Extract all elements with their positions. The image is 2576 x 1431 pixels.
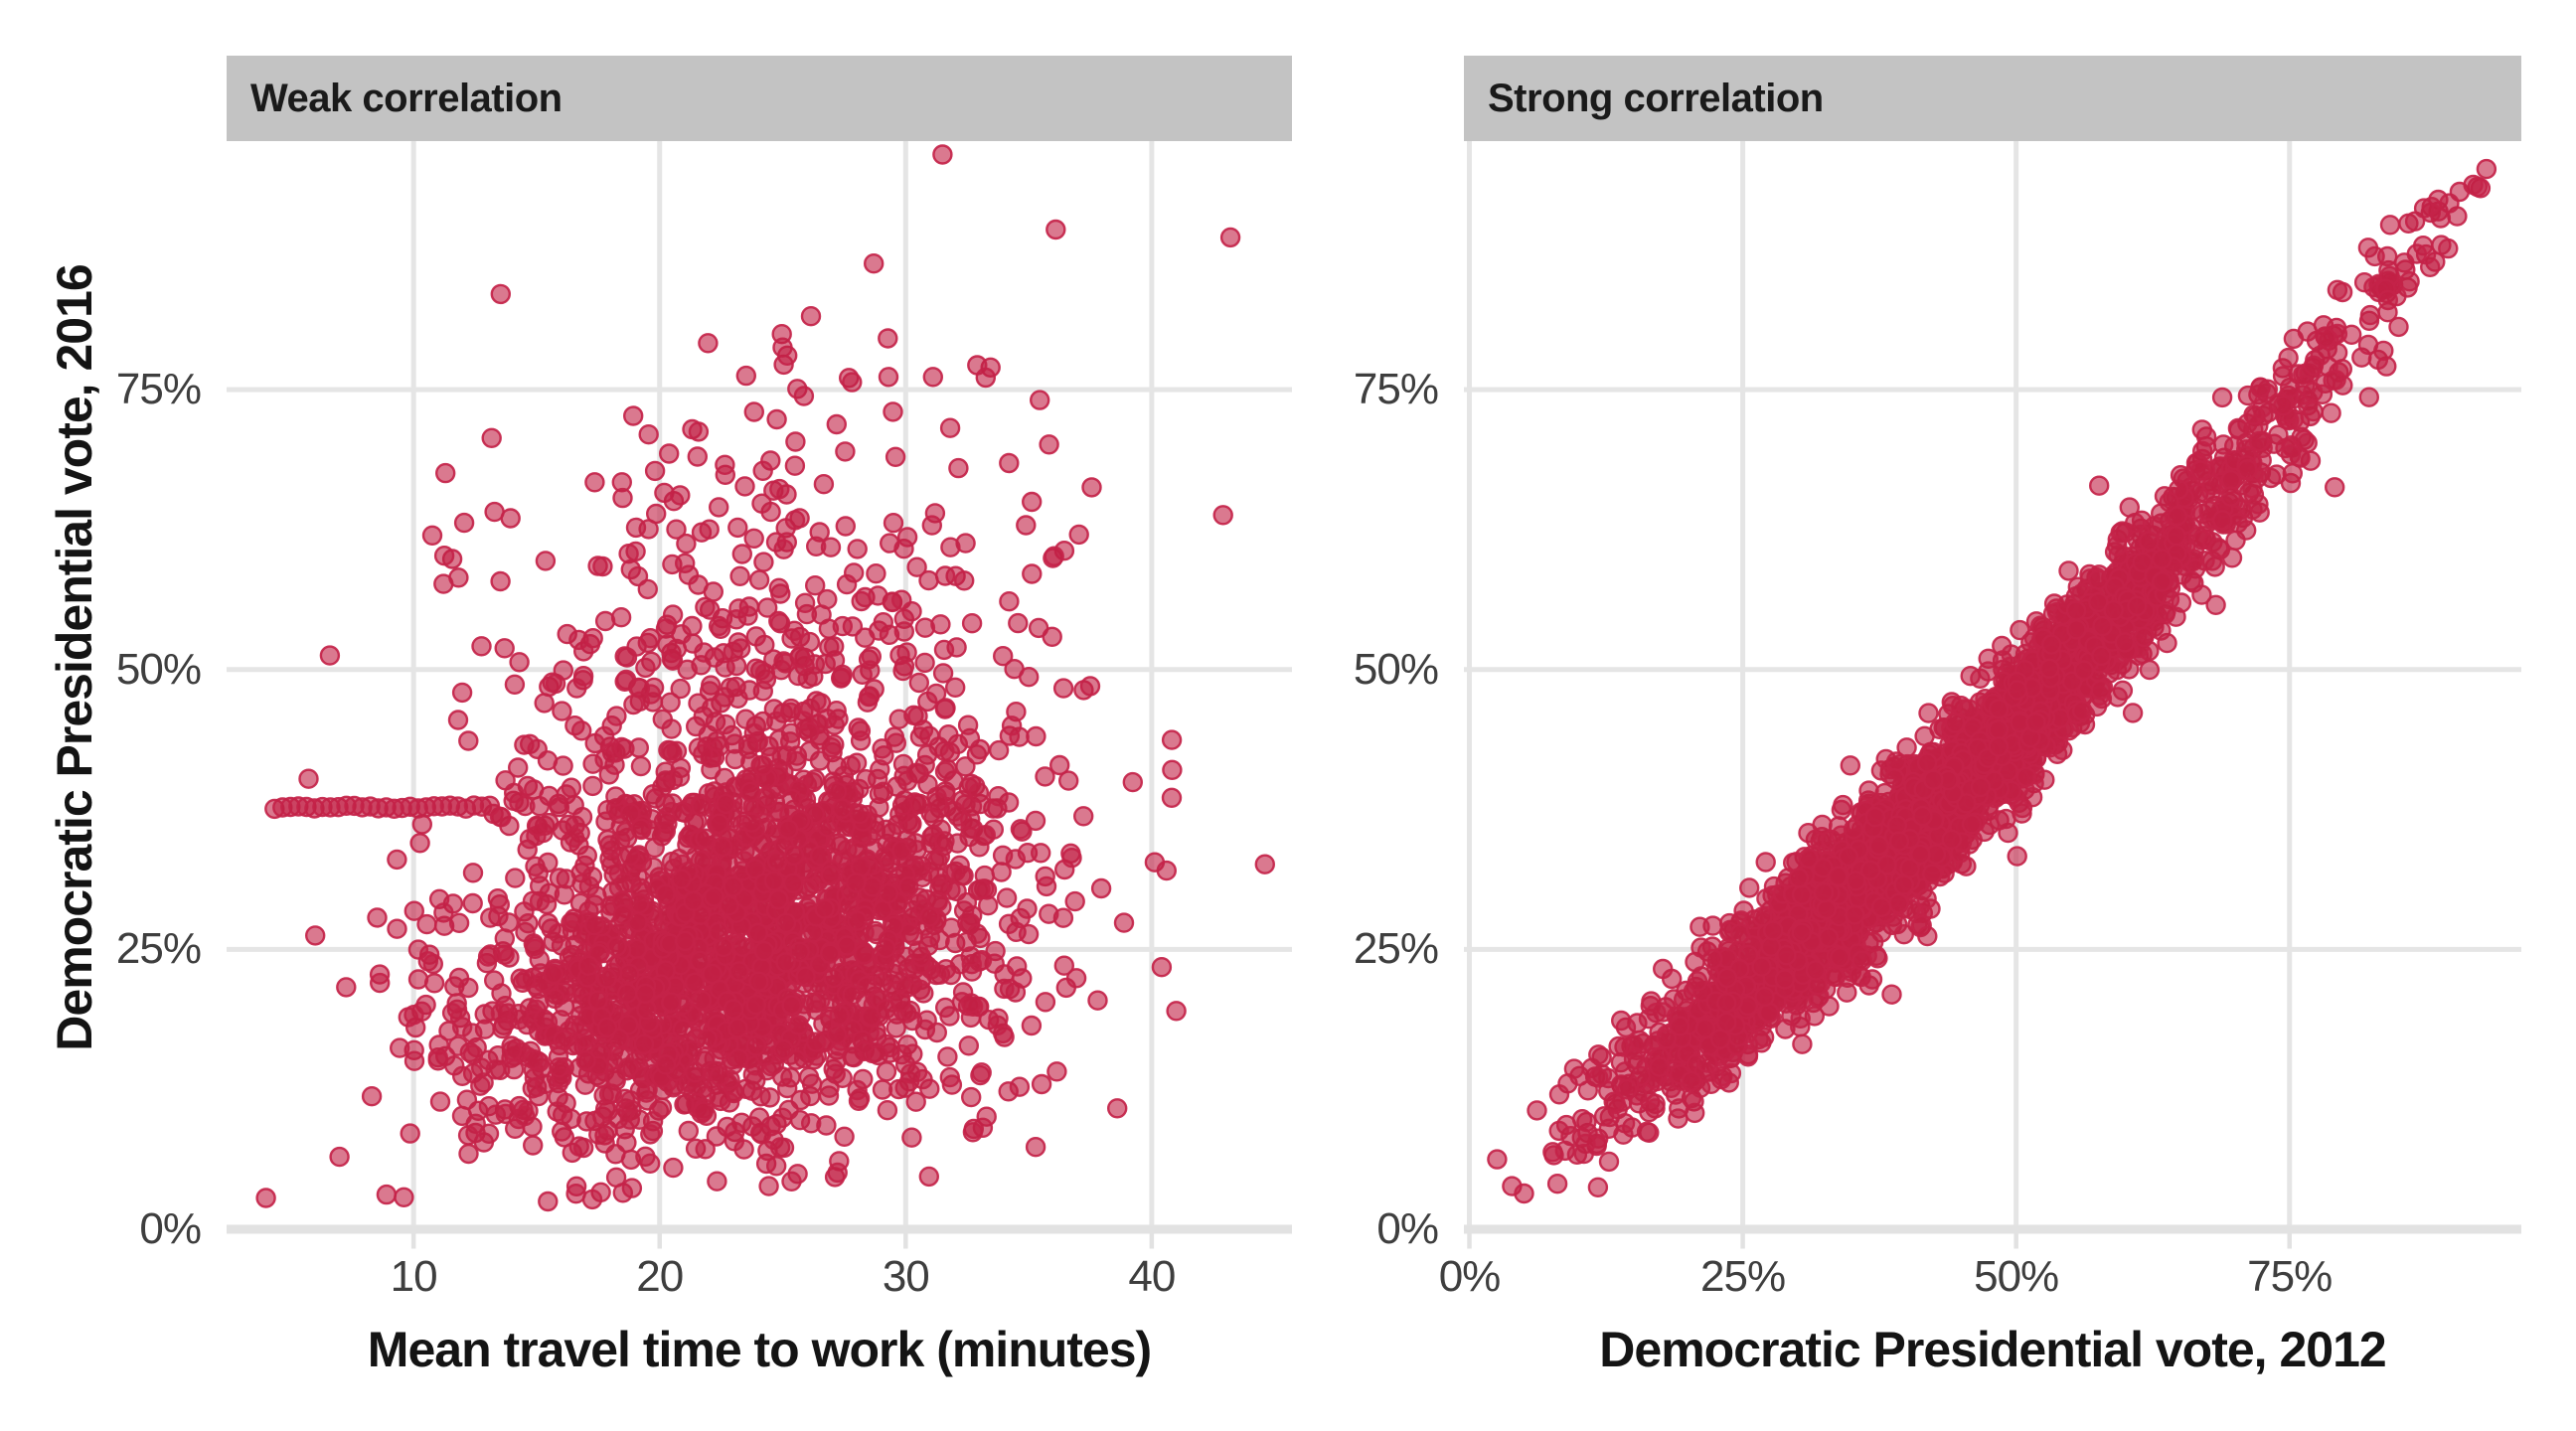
y-tick-label: 75% [1353, 365, 1439, 414]
x-tick-label: 25% [1700, 1252, 1786, 1301]
y-tick-label: 25% [1353, 924, 1439, 974]
y-axis-title: Democratic Presidential vote, 2016 [47, 263, 102, 1051]
y-tick-label: 75% [115, 365, 202, 414]
x-tick-label: 40 [1128, 1252, 1176, 1301]
x-tick-label: 75% [2247, 1252, 2333, 1301]
facet-strip-label: Strong correlation [1488, 76, 1824, 120]
facet-strip-label: Weak correlation [250, 76, 563, 120]
y-tick-label: 0% [1376, 1204, 1439, 1253]
x-tick-label: 30 [882, 1252, 930, 1301]
facet-strip-weak: Weak correlation [227, 56, 1292, 141]
points-layer-strong [1487, 158, 2497, 1204]
x-tick-label: 0% [1438, 1252, 1502, 1301]
points-layer-weak [255, 144, 1276, 1212]
facet-strip-strong: Strong correlation [1464, 56, 2521, 141]
x-tick-label: 50% [1974, 1252, 2059, 1301]
y-tick-label: 25% [115, 924, 202, 974]
x-tick-label: 10 [390, 1252, 438, 1301]
x-tick-label: 20 [636, 1252, 684, 1301]
y-tick-label: 0% [139, 1204, 202, 1253]
y-tick-label: 50% [115, 644, 202, 694]
x-axis-title-right: Democratic Presidential vote, 2012 [1599, 1322, 2386, 1377]
y-tick-label: 50% [1353, 644, 1439, 694]
x-axis-title-left: Mean travel time to work (minutes) [367, 1322, 1152, 1377]
